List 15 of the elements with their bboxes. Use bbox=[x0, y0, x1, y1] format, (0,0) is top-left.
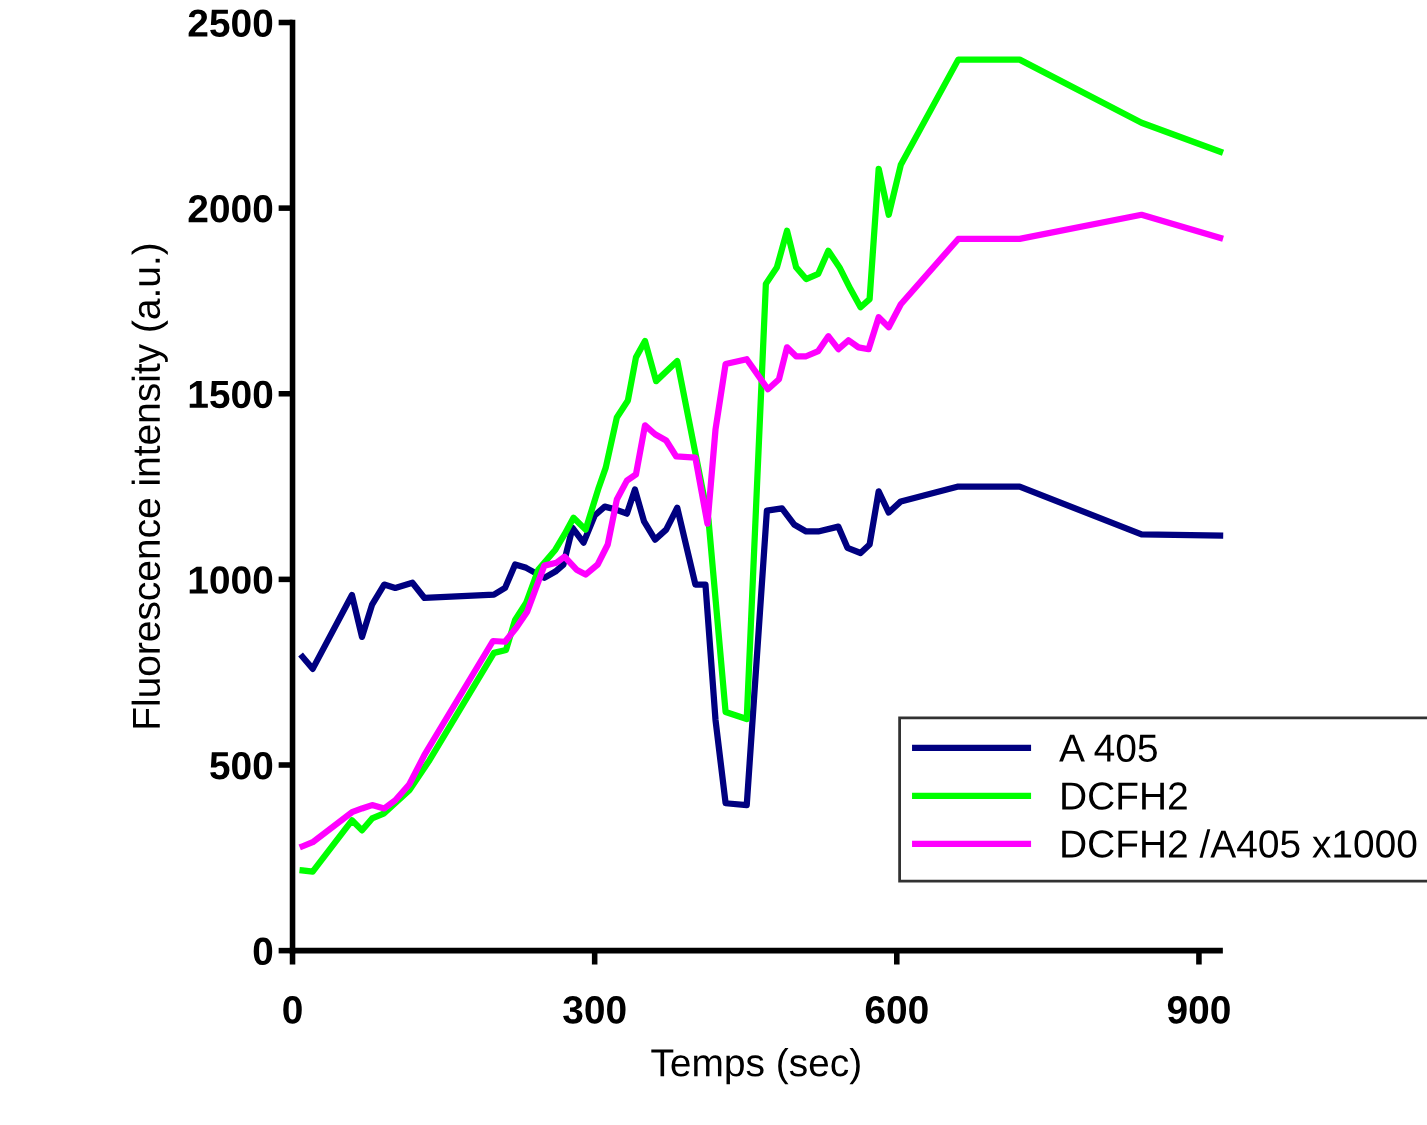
y-tick-label: 2500 bbox=[188, 9, 273, 37]
y-axis-title: Fluorescence intensity (a.u.) bbox=[131, 244, 168, 728]
x-tick-label: 600 bbox=[865, 996, 928, 1024]
legend-label: DCFH2 bbox=[1062, 782, 1187, 810]
y-tick-label: 0 bbox=[253, 937, 273, 966]
y-tick-label: 1000 bbox=[189, 566, 273, 594]
y-tick-label: 2000 bbox=[188, 195, 273, 223]
y-tick-label: 1500 bbox=[189, 380, 273, 409]
x-tick-label: 900 bbox=[1167, 996, 1230, 1024]
legend-label: DCFH2 /A405 x1000 bbox=[1062, 829, 1417, 858]
legend-label: A 405 bbox=[1059, 734, 1157, 762]
x-tick-label: 300 bbox=[563, 996, 626, 1024]
x-tick-label: 0 bbox=[283, 996, 302, 1024]
y-tick-label: 500 bbox=[210, 751, 273, 780]
x-axis-title: Temps (sec) bbox=[651, 1047, 860, 1085]
